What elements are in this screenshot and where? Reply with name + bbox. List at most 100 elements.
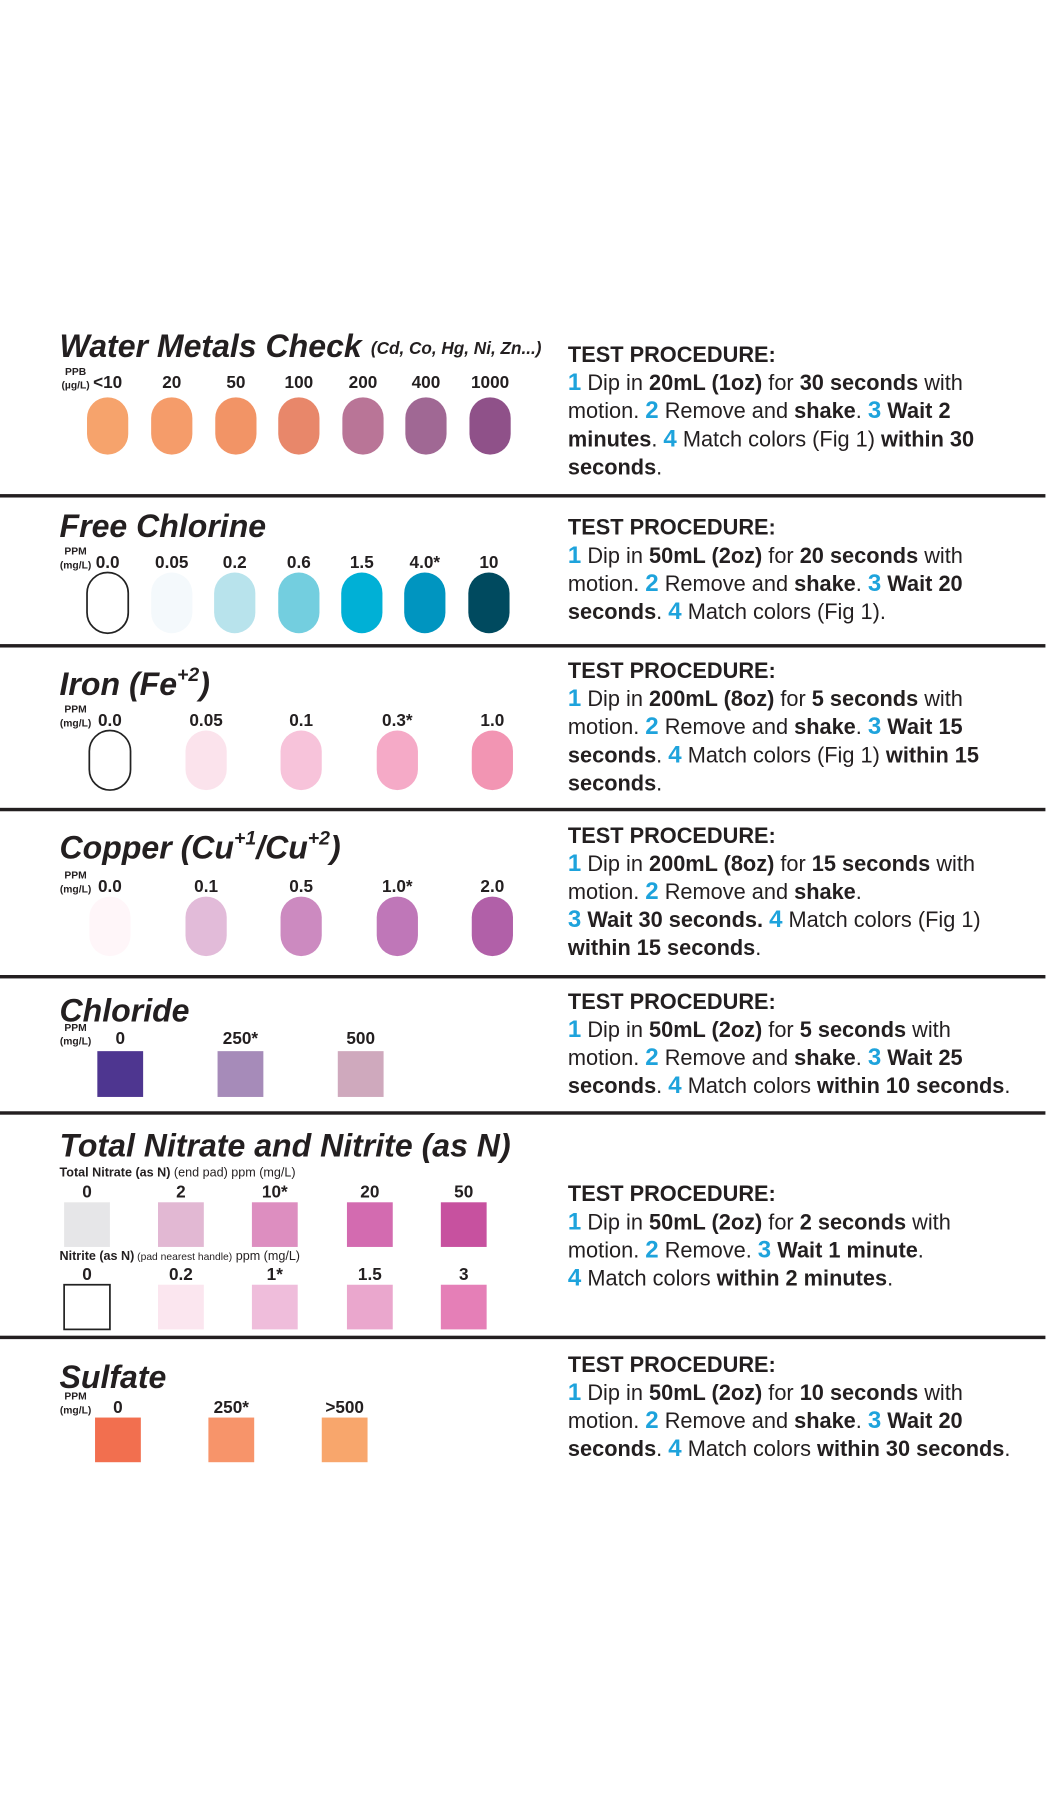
text-run: with [918,686,963,711]
swatch-label: 0 [82,1182,92,1202]
text-run: shake [794,1045,856,1070]
row-label: Total Nitrate (as N) (end pad) ppm (mg/L… [60,1166,296,1180]
procedure-line: motion. 2 Remove and shake. 3 Wait 20 [568,570,963,597]
color-swatch [95,1417,141,1463]
color-swatch [280,730,322,791]
swatch-label: 0.6 [287,552,311,572]
color-swatch [88,729,132,791]
unit-label: PPM [64,1392,86,1403]
text-run: Dip in [581,1017,649,1042]
color-swatch [346,1202,393,1247]
text-run: within 10 seconds [816,1073,1004,1098]
text-run: for [762,543,799,568]
procedure-line: motion. 2 Remove and shake. 3 Wait 15 [568,714,963,741]
procedure-line: 3 Wait 30 seconds. 4 Match colors (Fig 1… [568,907,981,934]
text-run: Total Nitrate (as N) [60,1166,171,1180]
color-swatch [471,896,513,957]
unit-label: (mg/L) [60,718,91,729]
procedure-line: seconds. 4 Match colors (Fig 1) within 1… [568,742,979,769]
color-swatch [214,572,256,634]
step-number: 2 [645,1237,658,1264]
text-run: +2 [308,828,330,850]
text-run: Match colors (Fig 1). [682,599,886,624]
text-run: seconds [568,770,656,795]
swatch-label: 0 [82,1264,92,1284]
text-run: 10 seconds [800,1380,918,1405]
procedure-heading: TEST PROCEDURE: [568,1181,776,1206]
section-title: Copper (Cu+1/Cu+2) [60,828,341,866]
swatch-label: 1.0 [480,710,504,730]
text-run: Remove and [659,1045,794,1070]
text-run: . [887,1265,893,1290]
text-run: 50mL (2oz) [649,1017,762,1042]
color-swatch [321,1417,368,1463]
text-run: . [856,1045,868,1070]
text-run: seconds [568,454,656,479]
text-run: 200mL (8oz) [649,851,774,876]
swatch-label: 0.1 [289,710,313,730]
swatch-label: 50 [226,372,245,392]
text-run: motion. [568,1045,645,1070]
section-title: Iron (Fe+2) [60,664,210,702]
color-swatch [469,397,511,455]
color-swatch [185,730,227,791]
step-number: 4 [668,1436,682,1463]
text-run: motion. [568,398,645,423]
color-swatch [185,896,227,957]
text-run: seconds [568,742,656,767]
text-run: . [856,1408,868,1433]
step-number: 2 [645,878,658,905]
color-swatch [97,1051,144,1097]
text-run: Dip in [581,851,649,876]
step-number: 3 [868,570,881,597]
text-run: for [762,1380,799,1405]
swatch-label: 0.5 [289,876,313,896]
swatch-label: 0.2 [223,552,247,572]
text-run: Dip in [581,1209,649,1234]
text-run: shake [794,1408,856,1433]
text-run: . [656,599,668,624]
unit-label: PPB [65,367,86,378]
divider [0,1335,1046,1340]
text-run: 15 seconds [812,851,930,876]
color-swatch [405,397,447,455]
swatch-label: 1.5 [350,552,374,572]
swatch-label: 20 [360,1182,379,1202]
text-run: motion. [568,571,645,596]
step-number: 3 [868,714,881,741]
text-run: 30 seconds [800,370,918,395]
text-run: Remove and [659,1408,794,1433]
step-number: 4 [769,907,783,934]
step-number: 2 [645,1407,658,1434]
color-swatch [341,572,383,634]
text-run: (end pad) ppm (mg/L) [170,1166,295,1180]
text-run: Dip in [581,370,649,395]
text-run: . [856,714,868,739]
text-run: Wait 15 [881,714,962,739]
text-run: . [1004,1436,1010,1461]
color-swatch [337,1051,384,1097]
swatch-label: 1.0* [382,876,413,896]
text-run: Water Metals Check [60,329,364,365]
text-run: with [906,1017,951,1042]
swatch-label: 1000 [471,372,509,392]
text-run: for [762,1017,799,1042]
row-label: Nitrite (as N) (pad nearest handle) ppm … [60,1250,300,1264]
swatch-label: 0.2 [169,1264,193,1284]
text-run: seconds [568,1436,656,1461]
text-run: 200mL (8oz) [649,686,774,711]
unit-label: (mg/L) [60,1405,91,1416]
swatch-label: 10 [479,552,498,572]
procedure-line: seconds. 4 Match colors within 10 second… [568,1073,1010,1100]
color-swatch [87,397,129,455]
divider [0,975,1046,979]
unit-label: PPM [64,1023,86,1034]
procedure-line: 1 Dip in 50mL (2oz) for 2 seconds with [568,1209,951,1236]
step-number: 2 [645,714,658,741]
unit-label: PPM [64,705,86,716]
text-run: Match colors [581,1265,716,1290]
color-swatch [440,1202,487,1247]
procedure-line: 1 Dip in 50mL (2oz) for 5 seconds with [568,1016,951,1043]
text-run: Wait 1 minute [771,1237,918,1262]
